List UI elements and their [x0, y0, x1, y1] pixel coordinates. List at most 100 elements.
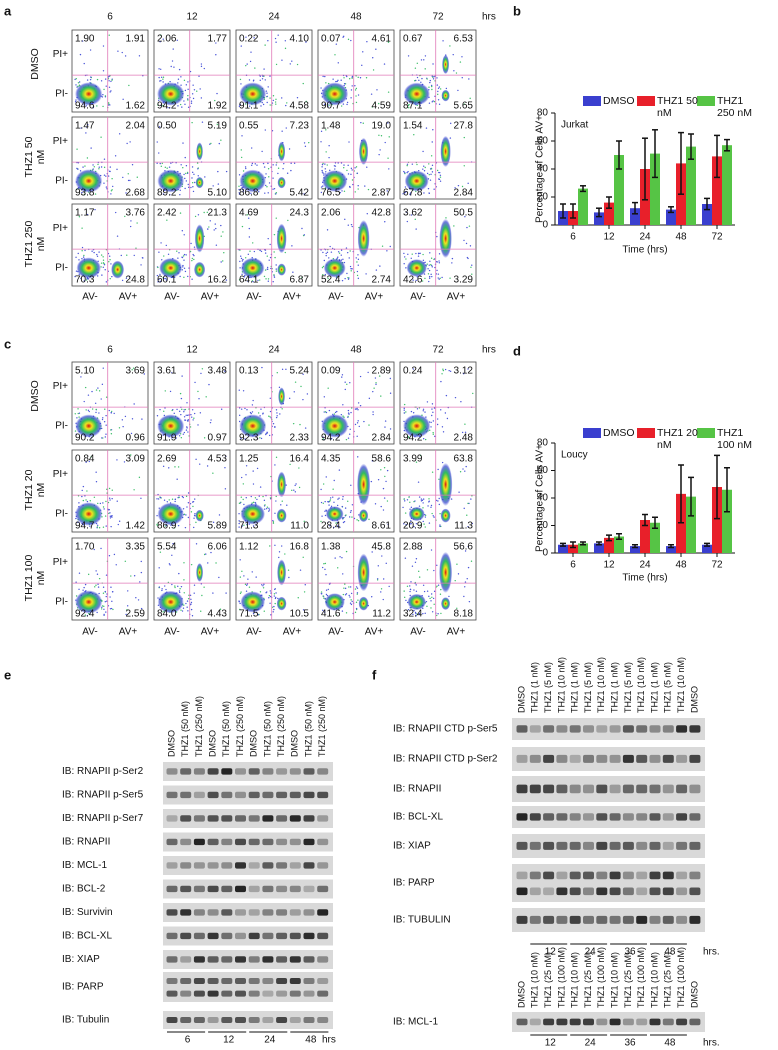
blot-band — [290, 815, 301, 821]
event-dot — [320, 87, 321, 88]
event-dot — [451, 262, 452, 263]
blot-band — [221, 768, 232, 774]
event-dot — [422, 254, 423, 255]
event-dot — [199, 463, 200, 464]
event-dot — [421, 498, 422, 499]
event-dot — [349, 257, 350, 258]
blot-label: IB: RNAPII — [393, 784, 441, 795]
time-label: 6 — [185, 1035, 191, 1046]
event-dot — [183, 409, 184, 410]
event-dot — [160, 69, 161, 70]
event-dot — [429, 252, 430, 253]
event-dot — [342, 259, 343, 260]
gate-label: PI- — [55, 421, 68, 432]
blot-band — [517, 842, 528, 850]
event-dot — [76, 149, 77, 150]
density-blob — [359, 597, 369, 611]
event-dot — [96, 481, 97, 482]
event-dot — [192, 506, 193, 507]
event-dot — [243, 390, 244, 391]
event-dot — [448, 370, 449, 371]
density-blob — [196, 142, 203, 160]
event-dot — [445, 369, 446, 370]
event-dot — [436, 615, 437, 616]
event-dot — [349, 187, 350, 188]
event-dot — [465, 581, 466, 582]
lane-label: THZ1 (25 nM) — [583, 952, 593, 1008]
blot-band — [167, 839, 178, 845]
event-dot — [276, 409, 277, 410]
event-dot — [431, 549, 432, 550]
event-dot — [330, 497, 331, 498]
blot-band — [556, 872, 567, 880]
blot-band — [167, 956, 178, 962]
event-dot — [436, 77, 437, 78]
event-dot — [95, 570, 96, 571]
event-dot — [442, 462, 443, 463]
event-dot — [198, 398, 199, 399]
density-blob — [277, 263, 286, 275]
event-dot — [356, 608, 357, 609]
event-dot — [179, 588, 180, 589]
event-dot — [243, 170, 244, 171]
lane-label: THZ1 (50 nM) — [221, 701, 231, 757]
event-dot — [249, 251, 250, 252]
event-dot — [356, 88, 357, 89]
quadrant-value: 60.1 — [157, 275, 177, 286]
event-dot — [351, 604, 352, 605]
event-dot — [84, 63, 85, 64]
event-dot — [102, 106, 103, 107]
event-dot — [166, 167, 167, 168]
event-dot — [240, 576, 241, 577]
event-dot — [188, 502, 189, 503]
event-dot — [160, 163, 161, 164]
event-dot — [282, 501, 283, 502]
blot-band — [290, 862, 301, 868]
event-dot — [212, 185, 213, 186]
blot-band — [596, 813, 607, 820]
event-dot — [260, 408, 261, 409]
event-dot — [270, 411, 271, 412]
event-dot — [425, 516, 426, 517]
legend-entry: THZ1 50 nM — [657, 95, 701, 119]
blot-band — [167, 978, 178, 984]
event-dot — [87, 501, 88, 502]
event-dot — [445, 217, 446, 218]
event-dot — [83, 256, 84, 257]
event-dot — [111, 433, 112, 434]
event-dot — [438, 99, 439, 100]
event-dot — [245, 584, 246, 585]
lane-label: THZ1 (100 nM) — [636, 947, 646, 1008]
event-dot — [357, 271, 358, 272]
event-dot — [186, 402, 187, 403]
event-dot — [352, 504, 353, 505]
event-dot — [125, 561, 126, 562]
event-dot — [173, 48, 174, 49]
event-dot — [276, 164, 277, 165]
event-dot — [239, 261, 240, 262]
event-dot — [371, 93, 372, 94]
quadrant-value: 0.67 — [403, 34, 423, 45]
event-dot — [85, 132, 86, 133]
event-dot — [355, 588, 356, 589]
blot-band — [676, 888, 687, 896]
event-dot — [264, 166, 265, 167]
lane-label: THZ1 (250 nM) — [276, 696, 286, 757]
density-blob — [277, 509, 287, 523]
event-dot — [430, 179, 431, 180]
event-dot — [252, 242, 253, 243]
event-dot — [281, 130, 282, 131]
event-dot — [111, 608, 112, 609]
event-dot — [101, 398, 102, 399]
blot-band — [676, 813, 687, 820]
event-dot — [263, 68, 264, 69]
blot-band — [221, 839, 232, 845]
event-dot — [164, 585, 165, 586]
event-dot — [356, 257, 357, 258]
event-dot — [90, 76, 91, 77]
event-dot — [469, 601, 470, 602]
event-dot — [382, 245, 383, 246]
quadrant-value: 89.2 — [157, 188, 177, 199]
event-dot — [416, 164, 417, 165]
event-dot — [342, 610, 343, 611]
